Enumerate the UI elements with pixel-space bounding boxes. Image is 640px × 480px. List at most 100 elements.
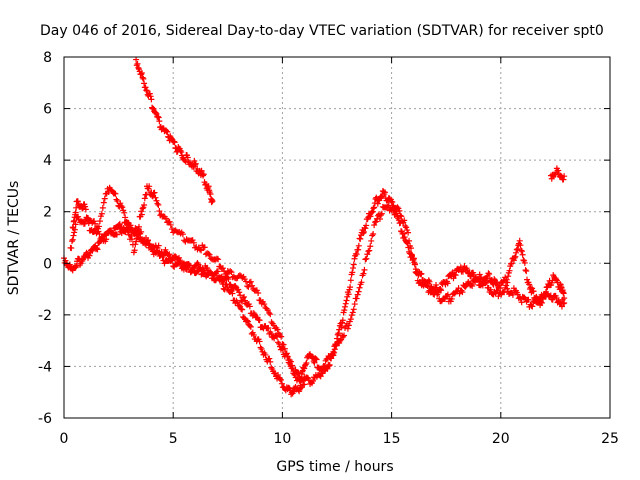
data-point	[514, 245, 521, 252]
data-point	[153, 197, 160, 204]
data-point	[338, 324, 345, 331]
data-point	[93, 245, 100, 252]
data-point	[189, 237, 196, 244]
data-point	[177, 147, 184, 154]
data-point	[313, 356, 320, 363]
data-point	[131, 247, 138, 254]
data-point	[69, 238, 76, 245]
data-point	[378, 210, 385, 217]
data-point	[408, 251, 415, 258]
data-point	[374, 200, 381, 207]
y-tick-label: 2	[43, 205, 52, 221]
data-point	[160, 252, 167, 259]
data-point	[277, 376, 284, 383]
data-point	[432, 288, 439, 295]
data-point	[167, 221, 174, 228]
data-point	[82, 203, 89, 210]
data-point	[444, 280, 451, 287]
data-point	[236, 302, 243, 309]
data-point	[141, 80, 148, 87]
data-point	[367, 213, 374, 220]
data-points	[61, 56, 568, 398]
data-point	[198, 247, 205, 254]
data-point	[365, 248, 372, 255]
data-point	[389, 199, 396, 206]
data-point	[243, 317, 250, 324]
y-tick-label: 0	[43, 256, 52, 272]
data-point	[485, 270, 492, 277]
data-point	[412, 266, 419, 273]
data-point	[319, 370, 326, 377]
gridlines	[64, 57, 610, 418]
data-point	[166, 218, 173, 225]
y-tick-label: -2	[38, 308, 52, 324]
data-point	[560, 300, 567, 307]
data-point	[94, 246, 101, 253]
data-point	[247, 278, 254, 285]
data-point	[382, 189, 389, 196]
data-point	[295, 370, 302, 377]
data-point	[278, 333, 285, 340]
data-point	[96, 230, 103, 237]
data-point	[433, 281, 440, 288]
data-point	[220, 285, 227, 292]
data-point	[120, 225, 127, 232]
data-point	[82, 206, 89, 213]
data-point	[553, 276, 560, 283]
data-point	[195, 261, 202, 268]
data-point	[482, 280, 489, 287]
data-point	[164, 128, 171, 135]
data-point	[200, 171, 207, 178]
data-point	[354, 291, 361, 298]
data-point	[220, 277, 227, 284]
data-point	[538, 299, 545, 306]
data-point	[101, 195, 108, 202]
data-point	[275, 371, 282, 378]
data-point	[201, 268, 208, 275]
data-point	[223, 281, 230, 288]
data-point	[360, 270, 367, 277]
data-point	[135, 223, 142, 230]
data-point	[291, 371, 298, 378]
data-point	[422, 278, 429, 285]
data-point	[124, 224, 131, 231]
data-point	[258, 345, 265, 352]
data-point	[367, 243, 374, 250]
data-point	[362, 225, 369, 232]
data-point	[518, 247, 525, 254]
data-point	[491, 276, 498, 283]
data-point	[132, 225, 139, 232]
data-point	[138, 211, 145, 218]
data-point	[219, 265, 226, 272]
data-point	[362, 256, 369, 263]
data-point	[341, 332, 348, 339]
data-point	[122, 214, 129, 221]
data-point	[511, 254, 518, 261]
data-point	[110, 231, 117, 238]
data-point	[508, 260, 515, 267]
data-point	[152, 109, 159, 116]
data-point	[154, 113, 161, 120]
data-point	[133, 238, 140, 245]
data-point	[340, 333, 347, 340]
data-point	[397, 212, 404, 219]
data-point	[95, 223, 102, 230]
data-point	[398, 213, 405, 220]
data-point	[321, 363, 328, 370]
data-point	[350, 265, 357, 272]
data-point	[373, 218, 380, 225]
data-point	[253, 287, 260, 294]
data-point	[266, 309, 273, 316]
data-point	[148, 96, 155, 103]
data-point	[360, 230, 367, 237]
data-point	[69, 236, 76, 243]
data-point	[529, 303, 536, 310]
data-point	[370, 231, 377, 238]
data-point	[525, 296, 532, 303]
data-point	[560, 176, 567, 183]
data-point	[250, 331, 257, 338]
y-tick-label: 8	[43, 50, 52, 66]
data-point	[405, 229, 412, 236]
data-point	[134, 232, 141, 239]
data-point	[483, 279, 490, 286]
